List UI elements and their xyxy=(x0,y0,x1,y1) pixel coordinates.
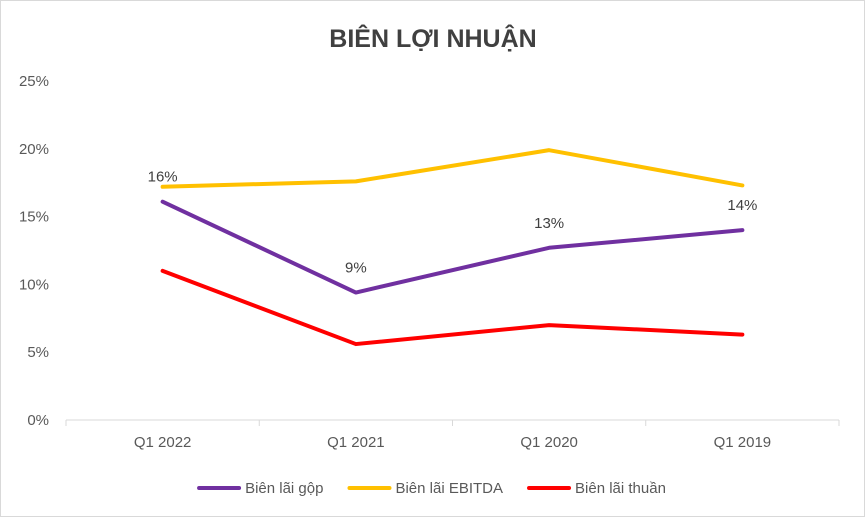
series-line-3 xyxy=(160,268,745,347)
legend: Biên lãi gộp Biên lãi EBITDA Biên lãi thuầ… xyxy=(197,480,666,497)
y-tick-label: 15% xyxy=(19,209,49,226)
x-axis-tick-labels: Q1 2022 Q1 2021 Q1 2020 Q1 2019 xyxy=(134,434,771,451)
data-label: 9% xyxy=(345,260,367,277)
data-labels: 16% 9% 13% 14% xyxy=(148,169,758,277)
x-axis-ticks xyxy=(65,420,840,426)
y-tick-label: 25% xyxy=(19,73,49,90)
x-tick-label: Q1 2020 xyxy=(520,434,578,451)
x-tick-label: Q1 2022 xyxy=(134,434,192,451)
chart-title: BIÊN LỢI NHUẬN xyxy=(329,23,536,53)
y-tick-label: 10% xyxy=(19,276,49,293)
y-tick-label: 0% xyxy=(27,412,49,429)
data-label: 14% xyxy=(727,197,757,214)
y-axis-tick-labels: 0% 5% 10% 15% 20% 25% xyxy=(19,73,49,429)
x-tick-label: Q1 2021 xyxy=(327,434,385,451)
legend-label: Biên lãi gộp xyxy=(245,480,323,497)
y-tick-label: 20% xyxy=(19,141,49,158)
series-line-2 xyxy=(160,148,745,189)
legend-label: Biên lãi EBITDA xyxy=(395,480,503,497)
data-label: 13% xyxy=(534,215,564,232)
series-line-1 xyxy=(160,199,745,295)
y-tick-label: 5% xyxy=(27,344,49,361)
series-lines xyxy=(160,148,745,347)
data-label: 16% xyxy=(148,169,178,186)
x-tick-label: Q1 2019 xyxy=(714,434,772,451)
legend-label: Biên lãi thuần xyxy=(575,480,666,497)
